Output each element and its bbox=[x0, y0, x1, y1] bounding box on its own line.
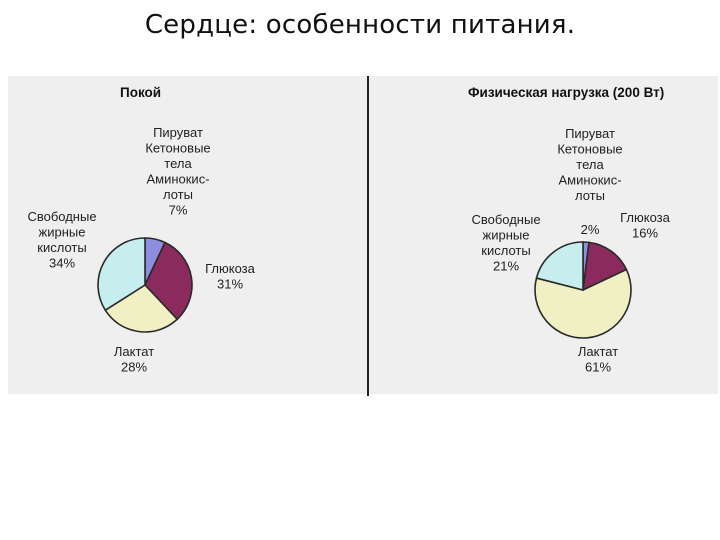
panel-divider bbox=[367, 76, 369, 396]
rest-chart: Покой ПируватКетоновыетелаАминокис-лоты7%… bbox=[27, 85, 255, 375]
slice-label: лоты bbox=[163, 187, 193, 202]
slice-value-label: 34% bbox=[49, 256, 75, 271]
slice-label: тела bbox=[164, 156, 192, 171]
slice-label: Глюкоза bbox=[620, 210, 671, 225]
slice-value-label: 61% bbox=[585, 360, 611, 375]
slice-value-label: 16% bbox=[632, 226, 658, 241]
slice-label: Глюкоза bbox=[205, 261, 256, 276]
pie-slice bbox=[582, 241, 628, 292]
chart-panel bbox=[8, 76, 718, 394]
slice-label: Кетоновые bbox=[557, 142, 622, 157]
slice-value-label: 2% bbox=[581, 222, 600, 237]
slice-label: жирные bbox=[483, 228, 530, 243]
slice-label: жирные bbox=[39, 225, 86, 240]
pie-slice bbox=[535, 241, 584, 292]
slide-title: Сердце: особенности питания. bbox=[144, 10, 576, 40]
exercise-chart: Физическая нагрузка (200 Вт) ПируватКетон… bbox=[468, 85, 671, 375]
slice-label: Пируват bbox=[565, 126, 615, 141]
slice-value-label: 21% bbox=[493, 259, 519, 274]
slice-value-label: 28% bbox=[121, 360, 147, 375]
slice-label: Лактат bbox=[114, 344, 154, 359]
slice-value-label: 31% bbox=[217, 277, 243, 292]
slice-value-label: 7% bbox=[169, 203, 188, 218]
slice-label: кислоты bbox=[481, 243, 530, 258]
chart-title: Физическая нагрузка (200 Вт) bbox=[468, 85, 664, 100]
slice-label: Лактат bbox=[578, 344, 618, 359]
slice-label: Пируват bbox=[153, 125, 203, 140]
slice-label: Кетоновые bbox=[145, 141, 210, 156]
pie-slice bbox=[534, 268, 632, 339]
pie-slice bbox=[104, 283, 179, 333]
pie-slice bbox=[97, 237, 146, 312]
slice-label: Аминокис- bbox=[146, 172, 209, 187]
slice-label: Свободные bbox=[471, 212, 540, 227]
slice-label: Свободные bbox=[27, 209, 96, 224]
pie-slice bbox=[144, 241, 193, 321]
slice-label: тела bbox=[576, 157, 604, 172]
slice-label: лоты bbox=[575, 188, 605, 203]
slice-label: кислоты bbox=[37, 240, 86, 255]
chart-title: Покой bbox=[120, 85, 161, 100]
slice-label: Аминокис- bbox=[558, 173, 621, 188]
